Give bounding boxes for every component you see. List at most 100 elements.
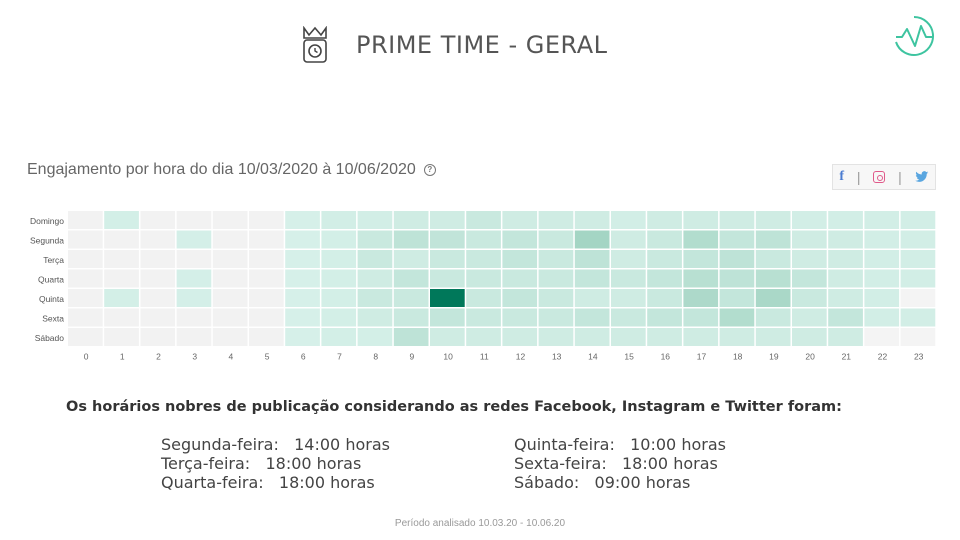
heatmap-cell[interactable] <box>683 328 719 346</box>
heatmap-cell[interactable] <box>864 308 900 327</box>
heatmap-cell[interactable] <box>357 211 393 229</box>
heatmap-cell[interactable] <box>140 308 176 327</box>
heatmap-cell[interactable] <box>104 328 139 346</box>
heatmap-cell[interactable] <box>430 328 465 346</box>
heatmap-cell[interactable] <box>357 289 393 307</box>
heatmap-cell[interactable] <box>285 308 320 327</box>
heatmap-cell[interactable] <box>574 308 610 327</box>
twitter-icon[interactable] <box>914 171 929 183</box>
heatmap-cell[interactable] <box>900 269 936 288</box>
instagram-icon[interactable] <box>873 171 886 183</box>
heatmap-cell[interactable] <box>611 269 646 288</box>
heatmap-cell[interactable] <box>357 328 393 346</box>
heatmap-cell[interactable] <box>285 328 320 346</box>
heatmap-cell[interactable] <box>538 211 574 229</box>
heatmap-cell[interactable] <box>68 230 103 249</box>
heatmap-cell[interactable] <box>828 269 863 288</box>
heatmap-cell[interactable] <box>611 328 646 346</box>
heatmap-cell[interactable] <box>647 230 682 249</box>
heatmap-cell[interactable] <box>249 211 284 229</box>
heatmap-cell[interactable] <box>393 328 429 346</box>
heatmap-cell[interactable] <box>430 230 465 249</box>
heatmap-cell[interactable] <box>212 308 248 327</box>
heatmap-cell[interactable] <box>828 308 863 327</box>
heatmap-cell[interactable] <box>249 308 284 327</box>
heatmap-cell[interactable] <box>538 289 574 307</box>
heatmap-cell[interactable] <box>755 328 791 346</box>
heatmap-cell[interactable] <box>285 269 320 288</box>
heatmap-cell[interactable] <box>647 269 682 288</box>
heatmap-cell[interactable] <box>574 328 610 346</box>
heatmap-cell[interactable] <box>140 230 176 249</box>
facebook-icon[interactable]: f <box>839 169 845 184</box>
heatmap-cell[interactable] <box>68 211 103 229</box>
heatmap-cell[interactable] <box>466 211 501 229</box>
heatmap-cell[interactable] <box>430 308 465 327</box>
heatmap-cell[interactable] <box>538 328 574 346</box>
heatmap-cell[interactable] <box>792 289 827 307</box>
heatmap-cell[interactable] <box>357 250 393 268</box>
heatmap-cell[interactable] <box>719 211 755 229</box>
heatmap-cell[interactable] <box>647 308 682 327</box>
heatmap-cell[interactable] <box>212 230 248 249</box>
heatmap-cell[interactable] <box>249 289 284 307</box>
heatmap-cell[interactable] <box>719 328 755 346</box>
heatmap-cell[interactable] <box>430 250 465 268</box>
heatmap-cell[interactable] <box>466 269 501 288</box>
heatmap-cell[interactable] <box>393 289 429 307</box>
heatmap-cell[interactable] <box>430 289 465 307</box>
heatmap-cell[interactable] <box>68 308 103 327</box>
heatmap-cell[interactable] <box>176 308 212 327</box>
heatmap-cell[interactable] <box>321 308 357 327</box>
heatmap-cell[interactable] <box>357 230 393 249</box>
heatmap-cell[interactable] <box>611 211 646 229</box>
heatmap-cell[interactable] <box>212 289 248 307</box>
heatmap-cell[interactable] <box>792 328 827 346</box>
heatmap-cell[interactable] <box>285 250 320 268</box>
heatmap-cell[interactable] <box>321 230 357 249</box>
heatmap-cell[interactable] <box>538 308 574 327</box>
heatmap-cell[interactable] <box>647 289 682 307</box>
heatmap-cell[interactable] <box>393 250 429 268</box>
heatmap-cell[interactable] <box>828 250 863 268</box>
heatmap-cell[interactable] <box>792 211 827 229</box>
heatmap-cell[interactable] <box>900 230 936 249</box>
heatmap-cell[interactable] <box>828 211 863 229</box>
heatmap-cell[interactable] <box>864 269 900 288</box>
heatmap-cell[interactable] <box>502 328 538 346</box>
heatmap-cell[interactable] <box>755 289 791 307</box>
heatmap-cell[interactable] <box>321 328 357 346</box>
heatmap-cell[interactable] <box>249 250 284 268</box>
heatmap-cell[interactable] <box>68 269 103 288</box>
heatmap-cell[interactable] <box>683 289 719 307</box>
heatmap-cell[interactable] <box>176 250 212 268</box>
heatmap-cell[interactable] <box>502 211 538 229</box>
heatmap-cell[interactable] <box>393 211 429 229</box>
heatmap-cell[interactable] <box>430 211 465 229</box>
heatmap-cell[interactable] <box>755 308 791 327</box>
heatmap-cell[interactable] <box>719 250 755 268</box>
heatmap-cell[interactable] <box>321 250 357 268</box>
heatmap-cell[interactable] <box>466 250 501 268</box>
heatmap-cell[interactable] <box>864 230 900 249</box>
heatmap-cell[interactable] <box>502 269 538 288</box>
heatmap-cell[interactable] <box>502 230 538 249</box>
heatmap-cell[interactable] <box>900 211 936 229</box>
heatmap-cell[interactable] <box>140 269 176 288</box>
heatmap-cell[interactable] <box>719 289 755 307</box>
heatmap-cell[interactable] <box>900 308 936 327</box>
heatmap-cell[interactable] <box>792 269 827 288</box>
heatmap-cell[interactable] <box>249 269 284 288</box>
heatmap-cell[interactable] <box>140 328 176 346</box>
heatmap-cell[interactable] <box>176 289 212 307</box>
heatmap-cell[interactable] <box>176 269 212 288</box>
heatmap-cell[interactable] <box>828 289 863 307</box>
heatmap-cell[interactable] <box>321 269 357 288</box>
heatmap-cell[interactable] <box>828 230 863 249</box>
heatmap-cell[interactable] <box>104 230 139 249</box>
heatmap-cell[interactable] <box>647 211 682 229</box>
heatmap-cell[interactable] <box>249 328 284 346</box>
heatmap-cell[interactable] <box>140 211 176 229</box>
heatmap-cell[interactable] <box>611 289 646 307</box>
heatmap-cell[interactable] <box>900 289 936 307</box>
